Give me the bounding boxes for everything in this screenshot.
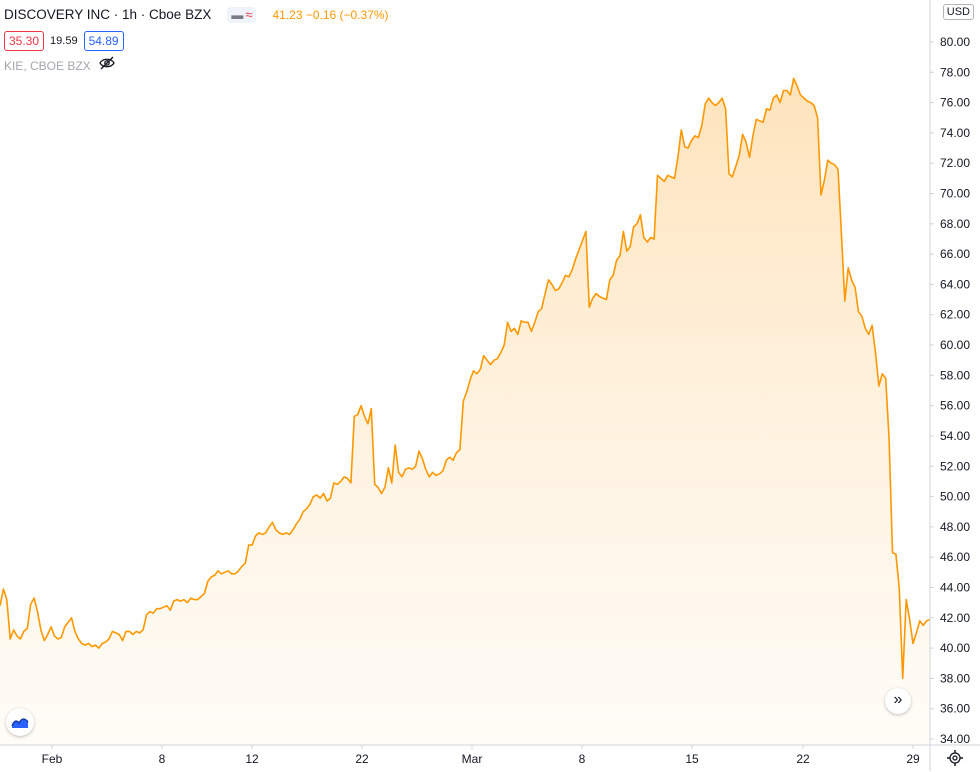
y-tick-label: 34.00 [940,732,970,746]
y-tick-label: 42.00 [940,611,970,625]
chart-legend: DISCOVERY INC · 1h · Cboe BZX ▬ ≈ 41.23 … [4,4,389,77]
x-tick-label: 29 [906,752,920,766]
y-tick-label: 48.00 [940,520,970,534]
y-tick-label: 50.00 [940,490,970,504]
y-tick-label: 70.00 [940,187,970,201]
y-tick-label: 62.00 [940,308,970,322]
x-tick-label: 8 [579,752,586,766]
y-tick-label: 38.00 [940,671,970,685]
y-tick-label: 80.00 [940,35,970,49]
y-tick-label: 66.00 [940,247,970,261]
y-tick-label: 64.00 [940,277,970,291]
y-tick-label: 74.00 [940,126,970,140]
compare-symbol-label[interactable]: KIE, CBOE BZX [4,59,91,73]
currency-badge[interactable]: USD [942,4,974,20]
tradingview-logo-icon[interactable] [6,708,34,736]
sell-button[interactable]: 35.30 [4,31,45,51]
y-tick-label: 60.00 [940,338,970,352]
x-tick-label: Mar [462,752,483,766]
y-tick-label: 72.00 [940,156,970,170]
y-tick-label: 56.00 [940,399,970,413]
series-line [0,77,931,680]
x-tick-label: 22 [355,752,369,766]
gear-icon[interactable] [946,749,964,767]
buy-button[interactable]: 54.89 [83,31,124,51]
symbol-title[interactable]: DISCOVERY INC · 1h · Cboe BZX [4,7,212,22]
y-tick-label: 44.00 [940,580,970,594]
x-tick-label: 12 [245,752,259,766]
double-chevron-right-icon[interactable]: » [885,688,911,714]
y-tick-label: 68.00 [940,217,970,231]
y-tick-label: 78.00 [940,65,970,79]
area-fill-layer [0,78,930,745]
y-tick-label: 52.00 [940,459,970,473]
eye-off-icon[interactable] [98,55,115,77]
y-tick-label: 54.00 [940,429,970,443]
dash-icon: ▬ [231,8,244,22]
series-line-layer [0,77,931,680]
y-tick-label: 40.00 [940,641,970,655]
y-tick-label: 36.00 [940,702,970,716]
spread-value: 19.59 [50,35,78,47]
price-change-readout: 41.23 −0.16 (−0.37%) [272,8,389,22]
x-tick-label: 15 [685,752,699,766]
x-tick-label: 22 [796,752,810,766]
area-fill [0,78,930,745]
chart-style-toggle[interactable]: ▬ ≈ [227,7,257,23]
y-tick-label: 76.00 [940,96,970,110]
y-tick-label: 46.00 [940,550,970,564]
approx-icon: ≈ [245,7,253,22]
y-tick-label: 58.00 [940,368,970,382]
x-tick-label: Feb [42,752,63,766]
x-tick-label: 8 [159,752,166,766]
